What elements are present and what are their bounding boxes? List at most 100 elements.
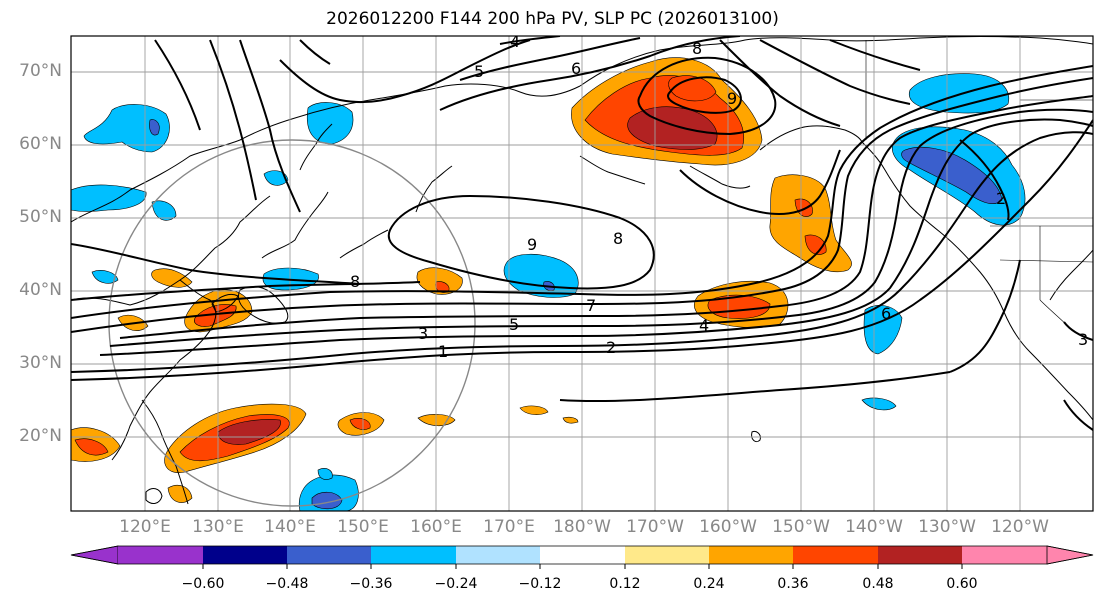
colorbar-segment [625, 546, 709, 564]
pv-negative-region [306, 102, 354, 145]
colorbar-label: 0.60 [946, 576, 978, 592]
lat-label: 30°N [19, 353, 62, 373]
lat-label: 20°N [19, 426, 62, 446]
slp-contour-east-1 [719, 39, 841, 127]
lon-label: 160°E [410, 517, 462, 537]
slp-contour-siberia-1 [239, 39, 301, 213]
slp-contour-8-ridge [71, 243, 361, 285]
coastline [111, 279, 217, 461]
lon-label: 150°E [337, 517, 389, 537]
contour-label: 7 [586, 296, 596, 315]
contour-label: 8 [350, 272, 360, 291]
pv-positive-region [349, 418, 371, 430]
slp-contour-arctic-4 [279, 39, 531, 104]
lat-label: 50°N [19, 207, 62, 227]
colorbar [70, 545, 1094, 565]
lon-label: 130°W [918, 517, 976, 537]
lon-label: 130°E [192, 517, 244, 537]
pv-negative-region [317, 468, 333, 480]
colorbar-outline [70, 545, 1094, 565]
pv-positive-region [562, 416, 579, 424]
pv-negative-region [149, 119, 160, 136]
contour-label: 6 [881, 304, 891, 323]
pv-negative-region [83, 104, 170, 153]
pv-negative-region [151, 200, 177, 221]
lon-label: 170°W [626, 517, 684, 537]
contour-label: 8 [613, 229, 623, 248]
lat-label: 70°N [19, 61, 62, 81]
coastline [579, 36, 1093, 87]
colorbar-label: −0.48 [265, 576, 309, 592]
colorbar-segment [793, 546, 878, 564]
slp-contour-layer [71, 36, 1093, 431]
colorbar-label: −0.12 [518, 576, 562, 592]
slp-contour-siberia-4 [299, 39, 331, 65]
contour-label: 4 [510, 32, 520, 51]
slp-contour-subtrop-2 [949, 259, 1021, 373]
slp-contour-east-3 [829, 39, 921, 71]
colorbar-segment [709, 546, 793, 564]
colorbar-extend-high [1046, 545, 1094, 565]
contour-label: 5 [474, 62, 484, 81]
pv-positive-region [74, 438, 109, 456]
colorbar-label: −0.36 [349, 576, 393, 592]
pv-positive-region [151, 268, 193, 288]
contour-label: 9 [727, 89, 737, 108]
coastline [759, 125, 863, 151]
coastline [211, 293, 239, 313]
colorbar-label: 0.12 [609, 576, 641, 592]
slp-contour-1 [71, 119, 1093, 381]
slp-contour-8-ak [679, 149, 841, 216]
contour-label: 3 [418, 324, 428, 343]
colorbar-segment [203, 546, 287, 564]
contour-label: 6 [571, 59, 581, 78]
contour-label: 9 [527, 235, 537, 254]
slp-contour-low-8 [637, 56, 777, 136]
coastline [71, 83, 581, 223]
pv-positive-region [519, 405, 549, 415]
slp-contour-east-2 [759, 39, 911, 105]
coastline [751, 431, 761, 443]
colorbar-segment [118, 546, 203, 564]
colorbar-label: −0.60 [181, 576, 225, 592]
contour-label: 2 [606, 338, 616, 357]
lon-label: 120°W [991, 517, 1049, 537]
coastline [861, 141, 1093, 421]
colorbar-label: 0.36 [777, 576, 809, 592]
map-frame [70, 35, 1094, 512]
slp-contour-siberia-2 [209, 39, 257, 201]
colorbar-label: 0.48 [862, 576, 894, 592]
slp-contour-8-south [71, 281, 421, 301]
slp-contour-3 [99, 118, 1093, 356]
lon-label: 170°E [483, 517, 535, 537]
coastline [71, 195, 271, 306]
coastline [415, 165, 453, 213]
slp-contour-4 [109, 108, 1093, 347]
contour-label: 4 [699, 316, 709, 335]
coastline [339, 229, 389, 259]
slp-contour-9-high [387, 194, 655, 290]
contour-label-layer: 4 5 6 8 9 9 8 8 7 6 5 4 3 2 1 2 3 [350, 32, 1088, 361]
coastline [145, 488, 163, 504]
colorbar-segment [540, 546, 625, 564]
colorbar-segment [962, 546, 1047, 564]
contour-label: 2 [996, 189, 1006, 208]
slp-contour-6 [71, 77, 1093, 333]
pv-negative-region [263, 170, 289, 186]
map-title: 2026012200 F144 200 hPa PV, SLP PC (2026… [326, 9, 779, 29]
slp-contour-subtrop-1 [559, 371, 951, 403]
coastline [299, 123, 333, 171]
colorbar-segment [287, 546, 371, 564]
lon-label: 180°W [553, 517, 611, 537]
colorbar-label: −0.24 [434, 576, 478, 592]
pv-negative-region [91, 270, 119, 284]
slp-contour-arctic-1 [439, 36, 741, 111]
contour-label: 1 [438, 342, 448, 361]
reference-circle [108, 139, 476, 507]
colorbar-label: 0.24 [693, 576, 725, 592]
slp-contour-3-ne [1063, 321, 1093, 341]
pv-positive-region [627, 106, 718, 150]
coastline [579, 155, 646, 185]
slp-contour-low-9 [667, 76, 742, 114]
